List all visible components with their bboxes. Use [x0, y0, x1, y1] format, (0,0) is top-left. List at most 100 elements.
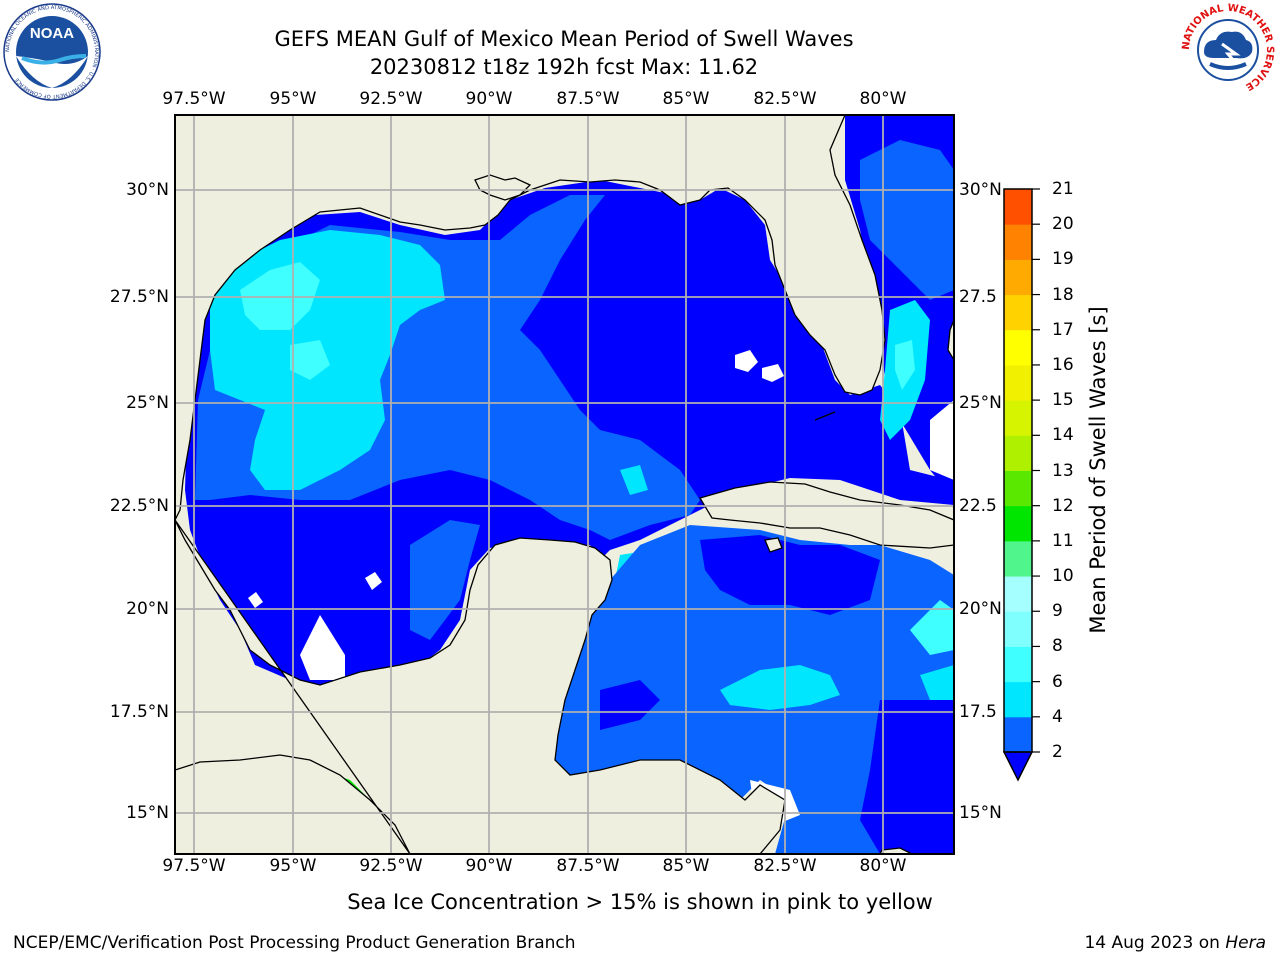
map-frame [174, 114, 955, 855]
colorbar-tick-label: 9 [1052, 601, 1063, 622]
noaa-wordmark: NOAA [30, 25, 74, 42]
cuba [699, 481, 954, 549]
caribbean-band-4-6s-b [920, 665, 954, 700]
colorbar-tick-label: 17 [1052, 319, 1074, 340]
lon-label-bottom: 97.5°W [162, 856, 226, 876]
lat-label-left: 17.5°N [109, 702, 169, 722]
lat-label-left: 20°N [126, 599, 169, 619]
colorbar-tick-label: 14 [1052, 425, 1074, 446]
colorbar-segment [1004, 646, 1032, 683]
colorbar-tick-label: 15 [1052, 390, 1074, 411]
colorbar-under-arrow [1002, 751, 1034, 782]
atlantic-gap [930, 400, 954, 480]
colorbar [1002, 188, 1040, 782]
gulf-band-2-4s-south [410, 520, 480, 640]
lon-label-top: 87.5°W [556, 89, 620, 109]
colorbar-tick-label: 16 [1052, 354, 1074, 375]
colorbar-tick-label: 20 [1052, 214, 1074, 235]
colorbar-segment [1004, 259, 1032, 296]
colorbar-segment [1004, 611, 1032, 647]
lat-label-right: 25°N [959, 393, 1002, 413]
noaa-logo: NOAA NATIONAL OCEANIC AND ATMOSPHERIC AD… [3, 3, 101, 101]
florida-keys [814, 411, 836, 421]
lon-label-top: 95°W [269, 89, 317, 109]
colorbar-segments [1004, 189, 1032, 753]
lat-label-right: 30°N [959, 180, 1002, 200]
colorbar-segment [1004, 681, 1032, 718]
colorbar-segment [1004, 364, 1032, 401]
central-cyan-dot [620, 465, 648, 495]
colorbar-tick-label: 10 [1052, 566, 1074, 587]
colorbar-segment [1004, 435, 1032, 471]
caribbean-band-under-2s [700, 535, 880, 615]
lat-label-left: 22.5°N [109, 496, 169, 516]
lon-label-bottom: 87.5°W [556, 856, 620, 876]
lon-label-bottom: 92.5°W [359, 856, 423, 876]
colorbar-tick-label: 2 [1052, 742, 1063, 762]
lat-label-left: 27.5°N [109, 287, 169, 307]
lon-label-bottom: 80°W [859, 856, 907, 876]
jamaica [879, 847, 913, 854]
colorbar-segment [1004, 505, 1032, 542]
graticule [175, 115, 954, 854]
colorbar-label: Mean Period of Swell Waves [s] [1086, 306, 1110, 634]
colorbar-tick-label: 6 [1052, 671, 1063, 692]
lat-label-right: 22.5 [959, 496, 997, 516]
lon-label-bottom: 95°W [269, 856, 317, 876]
sea-ice-caption: Sea Ice Concentration > 15% is shown in … [0, 890, 1280, 914]
colorbar-tick-label: 18 [1052, 284, 1074, 305]
footer-date-text: 14 Aug 2023 on [1084, 933, 1220, 953]
lat-label-left: 25°N [126, 393, 169, 413]
coastal-gap-4 [365, 572, 382, 590]
lon-label-top: 97.5°W [162, 89, 226, 109]
coastal-gap-5 [248, 592, 263, 608]
sea-ice-caption-text: Sea Ice Concentration > 15% is shown in … [347, 890, 933, 914]
colorbar-segment [1004, 470, 1032, 507]
colorbar-tick-label: 8 [1052, 636, 1063, 657]
lat-label-left: 15°N [126, 803, 169, 823]
colorbar-segment [1004, 294, 1032, 331]
colorbar-tick-marks [1032, 188, 1040, 753]
atlantic-band-6-8s [895, 340, 915, 390]
isla-juventud [764, 537, 783, 553]
lon-label-bottom: 85°W [662, 856, 710, 876]
colorbar-segment [1004, 329, 1032, 366]
lat-label-left: 30°N [126, 180, 169, 200]
gulf-band-6-8s-b [290, 340, 330, 380]
map-subtitle: 20230812 t18z 192h fcst Max: 11.62 [369, 55, 759, 79]
lat-label-right: 17.5 [959, 702, 997, 722]
lat-label-right: 15°N [959, 803, 1002, 823]
colorbar-segment [1004, 189, 1032, 225]
nws-logo: NATIONAL WEATHER SERVICE [1181, 3, 1275, 96]
lon-label-top: 85°W [662, 89, 710, 109]
colorbar-tick-label: 12 [1052, 495, 1074, 516]
us-gulf-coast [175, 115, 886, 521]
coastlines [175, 115, 954, 854]
colorbar-tick-label: 13 [1052, 460, 1074, 481]
caribbean-band-under-2s-c [600, 680, 660, 730]
lat-label-right: 20°N [959, 599, 1002, 619]
lon-label-bottom: 90°W [465, 856, 513, 876]
footer-date: 14 Aug 2023 on Hera [1084, 933, 1266, 953]
colorbar-tick-label: 19 [1052, 249, 1074, 270]
colorbar-segment [1004, 540, 1032, 577]
caribbean-band-4-6s [720, 665, 840, 710]
bahamas [947, 319, 954, 362]
colorbar-segment [1004, 400, 1032, 436]
footer-credit: NCEP/EMC/Verification Post Processing Pr… [13, 933, 576, 953]
lat-label-right: 27.5 [959, 287, 997, 307]
coastal-gap-1 [300, 615, 345, 680]
coastal-gap-2 [735, 350, 758, 372]
gulf-band-6-8s [240, 262, 320, 330]
lon-label-top: 82.5°W [753, 89, 817, 109]
colorbar-segment [1004, 716, 1032, 753]
colorbar-tick-label: 21 [1052, 179, 1074, 199]
colorbar-segment [1004, 576, 1032, 612]
lon-label-top: 90°W [465, 89, 513, 109]
caribbean-band-6-8s [910, 600, 954, 655]
coastal-gap-3 [762, 364, 784, 382]
lon-label-top: 92.5°W [359, 89, 423, 109]
footer-host: Hera [1225, 933, 1266, 953]
colorbar-tick-label: 4 [1052, 706, 1063, 727]
